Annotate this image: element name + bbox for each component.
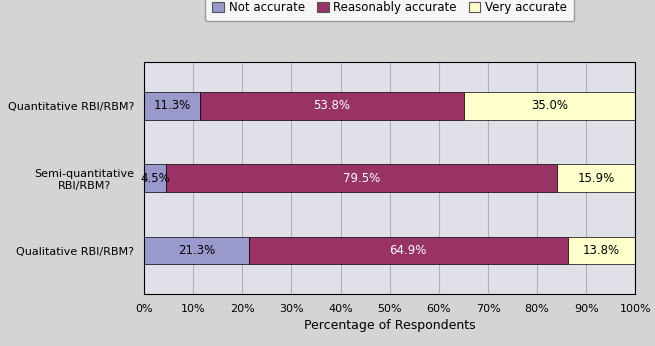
Bar bbox=[557, 164, 635, 192]
Bar bbox=[144, 92, 200, 119]
Bar bbox=[166, 164, 557, 192]
Bar bbox=[249, 237, 568, 264]
Text: 4.5%: 4.5% bbox=[140, 172, 170, 185]
Text: 11.3%: 11.3% bbox=[153, 99, 191, 112]
Text: 64.9%: 64.9% bbox=[390, 244, 427, 257]
X-axis label: Percentage of Respondents: Percentage of Respondents bbox=[304, 319, 476, 333]
Text: 35.0%: 35.0% bbox=[531, 99, 569, 112]
Text: 21.3%: 21.3% bbox=[178, 244, 215, 257]
Legend: Not accurate, Reasonably accurate, Very accurate: Not accurate, Reasonably accurate, Very … bbox=[205, 0, 574, 21]
Text: 79.5%: 79.5% bbox=[343, 172, 380, 185]
Bar bbox=[567, 237, 635, 264]
Bar bbox=[200, 92, 464, 119]
Text: 53.8%: 53.8% bbox=[313, 99, 350, 112]
Bar bbox=[464, 92, 636, 119]
Bar bbox=[144, 164, 166, 192]
Text: 15.9%: 15.9% bbox=[577, 172, 614, 185]
Bar bbox=[144, 237, 249, 264]
Text: 13.8%: 13.8% bbox=[583, 244, 620, 257]
